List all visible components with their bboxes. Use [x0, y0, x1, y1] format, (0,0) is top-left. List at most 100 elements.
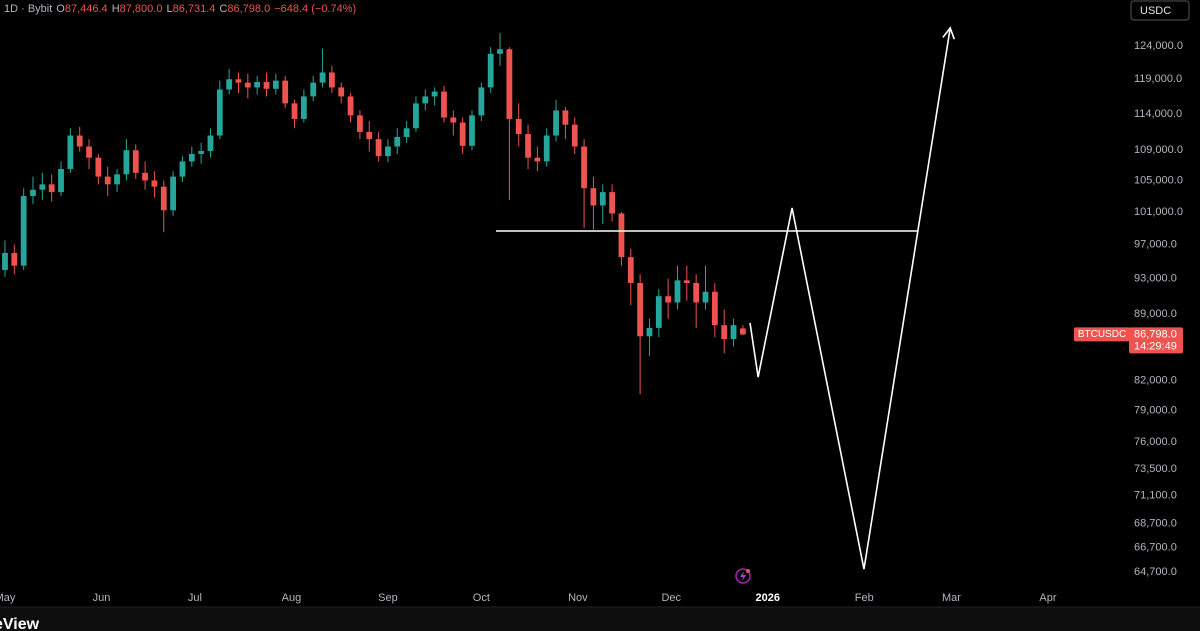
candle-body	[543, 135, 550, 162]
candle-body	[599, 192, 606, 206]
candle-body	[76, 135, 83, 147]
ohlc-value: 86,798.0	[227, 3, 270, 15]
ohlc-key: C	[219, 3, 227, 15]
candle-body	[244, 82, 251, 88]
y-tick-label: 64,700.0	[1134, 566, 1177, 578]
candle-body	[721, 325, 728, 340]
ohlc-key: O	[56, 3, 65, 15]
candle-body	[319, 72, 326, 83]
event-icon-bolt	[740, 571, 746, 581]
y-tick-label: 73,500.0	[1134, 463, 1177, 475]
candle-body	[48, 184, 55, 193]
x-tick-label: Aug	[282, 592, 302, 604]
candle-body	[375, 139, 382, 157]
x-tick-label: 2026	[756, 592, 780, 604]
x-tick-label: Feb	[855, 592, 874, 604]
event-icon[interactable]	[735, 568, 751, 584]
last-price: 86,798.0	[1134, 328, 1177, 340]
candle-body	[431, 91, 438, 97]
candle-body	[590, 188, 597, 206]
candle-body	[562, 110, 569, 125]
candle-body	[67, 135, 74, 169]
symbol-tag	[1073, 327, 1131, 342]
candle-body	[160, 186, 167, 211]
candle-body	[385, 146, 391, 157]
ohlc-key: L	[166, 3, 172, 15]
event-icon-ring	[735, 568, 751, 584]
candle-body	[300, 96, 307, 119]
candle-body	[618, 213, 625, 258]
candle-body	[86, 146, 92, 158]
candle-body	[357, 115, 363, 132]
ohlc-value: 87,446.4	[65, 3, 108, 15]
candle-body	[282, 80, 289, 104]
candle-body	[655, 296, 662, 328]
y-tick-label: 66,700.0	[1134, 541, 1177, 553]
candle-body	[11, 252, 18, 266]
candle-body	[272, 80, 279, 89]
x-tick-label: Jun	[93, 592, 111, 604]
y-tick-label: 97,000.0	[1134, 238, 1177, 250]
candle-body	[198, 150, 205, 154]
currency: USDC	[1140, 5, 1171, 17]
candle-body	[730, 325, 737, 340]
y-tick-label: 79,000.0	[1134, 404, 1177, 416]
candle-body	[637, 282, 644, 337]
candle-body	[497, 49, 503, 54]
y-tick-label: 93,000.0	[1134, 273, 1177, 285]
y-tick-label: 68,700.0	[1134, 517, 1177, 529]
y-tick-label: 82,000.0	[1134, 374, 1177, 386]
x-tick-label: Oct	[473, 592, 490, 604]
y-tick-label: 109,000.0	[1134, 144, 1183, 156]
candle-body	[646, 327, 653, 337]
countdown: 14:29:49	[1134, 340, 1177, 352]
arrow-head	[942, 26, 956, 40]
x-tick-label: Nov	[568, 592, 588, 604]
candle-body	[581, 146, 587, 189]
candle-body	[478, 87, 485, 116]
candle-body	[263, 81, 270, 89]
candle-body	[30, 189, 36, 197]
ohlc-value: 87,800.0	[120, 3, 163, 15]
ohlc-value: 86,731.4	[173, 3, 216, 15]
candle-body	[459, 122, 466, 146]
candle-body	[95, 157, 102, 177]
price-tag	[1129, 327, 1183, 354]
candle-body	[413, 103, 419, 129]
candle-body	[506, 49, 513, 119]
candle-body	[179, 161, 186, 177]
x-tick-label: Sep	[378, 592, 398, 604]
event-icon-dot	[746, 569, 750, 573]
footer-bar	[0, 607, 1200, 631]
candle-body	[422, 96, 429, 104]
candle-body	[515, 118, 522, 135]
candle-body	[226, 79, 233, 90]
y-tick-label: 71,100.0	[1134, 490, 1177, 502]
candles	[2, 33, 746, 395]
y-tick-label: 105,000.0	[1134, 174, 1183, 186]
x-tick-label: Jul	[188, 592, 202, 604]
x-tick-label: May	[0, 592, 16, 604]
x-tick-label: Dec	[661, 592, 681, 604]
candle-body	[571, 124, 578, 147]
candle-body	[20, 196, 27, 266]
y-tick-label: 124,000.0	[1134, 40, 1183, 52]
currency-box[interactable]	[1130, 0, 1190, 21]
candle-body	[291, 103, 298, 119]
candle-body	[142, 172, 148, 181]
projection-path	[749, 27, 952, 570]
y-tick-label: 101,000.0	[1134, 206, 1183, 218]
candle-body	[104, 176, 111, 185]
candle-body	[441, 91, 447, 118]
candle-body	[403, 128, 410, 137]
candle-body	[132, 150, 139, 173]
interval: 1D · Bybit	[4, 3, 52, 15]
x-tick-label: Apr	[1039, 592, 1056, 604]
candle-body	[450, 117, 457, 123]
candle-body	[609, 192, 615, 214]
candle-body	[151, 180, 158, 187]
candle-body	[310, 82, 317, 97]
candle-body	[338, 87, 345, 97]
